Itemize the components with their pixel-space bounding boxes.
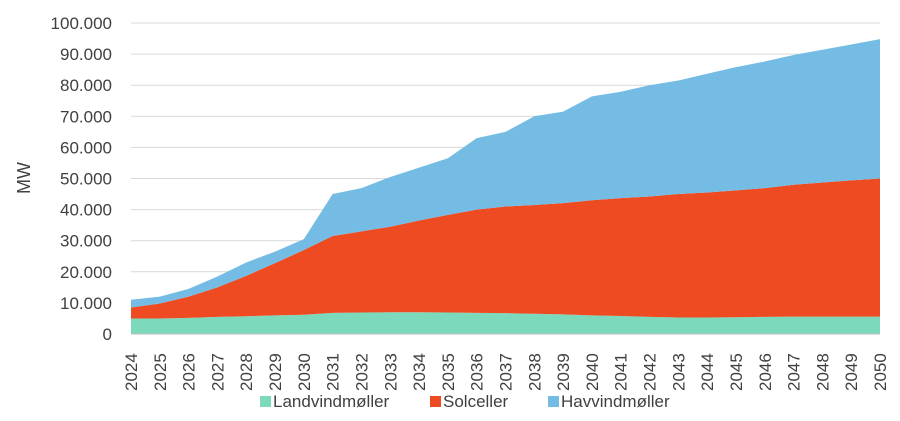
x-tick-label: 2041 — [612, 353, 631, 391]
y-tick-label: 80.000 — [60, 76, 112, 95]
x-tick-label: 2050 — [871, 353, 890, 391]
series-area-2 — [131, 39, 880, 308]
x-tick-label: 2030 — [295, 353, 314, 391]
x-tick-label: 2034 — [410, 353, 429, 391]
x-tick-label: 2045 — [727, 353, 746, 391]
y-tick-label: 90.000 — [60, 45, 112, 64]
legend-swatch — [548, 396, 559, 407]
x-tick-label: 2026 — [180, 353, 199, 391]
series-areas — [131, 39, 880, 334]
x-tick-label: 2035 — [439, 353, 458, 391]
legend-swatch — [430, 396, 441, 407]
x-tick-label: 2039 — [554, 353, 573, 391]
y-tick-label: 10.000 — [60, 294, 112, 313]
x-tick-label: 2036 — [468, 353, 487, 391]
axes: 0 10.000 20.000 30.000 40.000 50.000 60.000 70.… — [51, 14, 890, 391]
x-tick-label: 2043 — [669, 353, 688, 391]
y-tick-label: 60.000 — [60, 138, 112, 157]
y-tick-label: 70.000 — [60, 107, 112, 126]
x-tick-label: 2046 — [756, 353, 775, 391]
y-tick-label: 100.000 — [51, 14, 112, 33]
x-tick-label: 2037 — [497, 353, 516, 391]
y-tick-label: 0 — [103, 325, 112, 344]
legend-label: Landvindmøller — [273, 392, 390, 411]
x-tick-label: 2025 — [151, 353, 170, 391]
x-tick-label: 2033 — [381, 353, 400, 391]
legend-swatch — [260, 396, 271, 407]
x-tick-label: 2048 — [813, 353, 832, 391]
x-tick-label: 2040 — [583, 353, 602, 391]
x-tick-label: 2029 — [266, 353, 285, 391]
series-area-1 — [131, 178, 880, 319]
x-tick-label: 2044 — [698, 353, 717, 391]
y-tick-label: 50.000 — [60, 170, 112, 189]
x-tick-label: 2049 — [842, 353, 861, 391]
legend-label: Havvindmøller — [561, 392, 670, 411]
x-tick-label: 2042 — [641, 353, 660, 391]
x-tick-label: 2027 — [208, 353, 227, 391]
legend-label: Solceller — [443, 392, 509, 411]
y-tick-label: 30.000 — [60, 232, 112, 251]
y-axis-label: MW — [14, 162, 34, 194]
x-tick-label: 2031 — [324, 353, 343, 391]
x-tick-label: 2038 — [525, 353, 544, 391]
series-area-0 — [131, 312, 880, 334]
legend: Landvindmøller Solceller Havvindmøller — [260, 392, 670, 411]
y-tick-label: 40.000 — [60, 201, 112, 220]
x-tick-label: 2024 — [122, 353, 141, 391]
x-tick-label: 2032 — [352, 353, 371, 391]
x-tick-label: 2028 — [237, 353, 256, 391]
x-tick-label: 2047 — [785, 353, 804, 391]
y-tick-label: 20.000 — [60, 263, 112, 282]
